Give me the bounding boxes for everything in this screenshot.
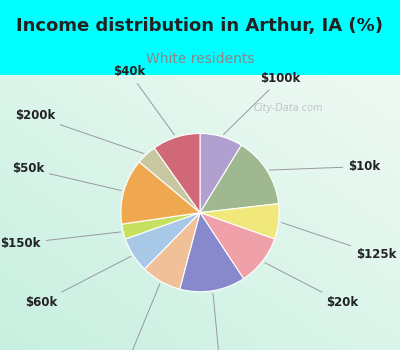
Text: $150k: $150k (0, 232, 120, 250)
Text: Income distribution in Arthur, IA (%): Income distribution in Arthur, IA (%) (16, 18, 384, 35)
Text: $40k: $40k (113, 65, 174, 135)
Wedge shape (200, 204, 279, 239)
Text: $10k: $10k (270, 160, 380, 173)
Text: $50k: $50k (12, 162, 121, 190)
Text: $75k: $75k (204, 294, 236, 350)
Wedge shape (180, 212, 244, 292)
Text: $125k: $125k (281, 223, 396, 261)
Text: $200k: $200k (15, 110, 144, 154)
Text: $100k: $100k (224, 72, 301, 134)
Text: White residents: White residents (146, 52, 254, 66)
Text: $20k: $20k (265, 262, 358, 309)
Wedge shape (121, 162, 200, 224)
Text: City-Data.com: City-Data.com (253, 103, 323, 113)
Text: $60k: $60k (25, 257, 131, 309)
Wedge shape (154, 133, 200, 212)
Wedge shape (200, 212, 274, 279)
Text: $30k: $30k (111, 284, 160, 350)
Wedge shape (200, 145, 279, 212)
Wedge shape (139, 148, 200, 212)
Wedge shape (144, 212, 200, 289)
Wedge shape (200, 133, 241, 212)
Wedge shape (126, 212, 200, 269)
Wedge shape (122, 212, 200, 239)
